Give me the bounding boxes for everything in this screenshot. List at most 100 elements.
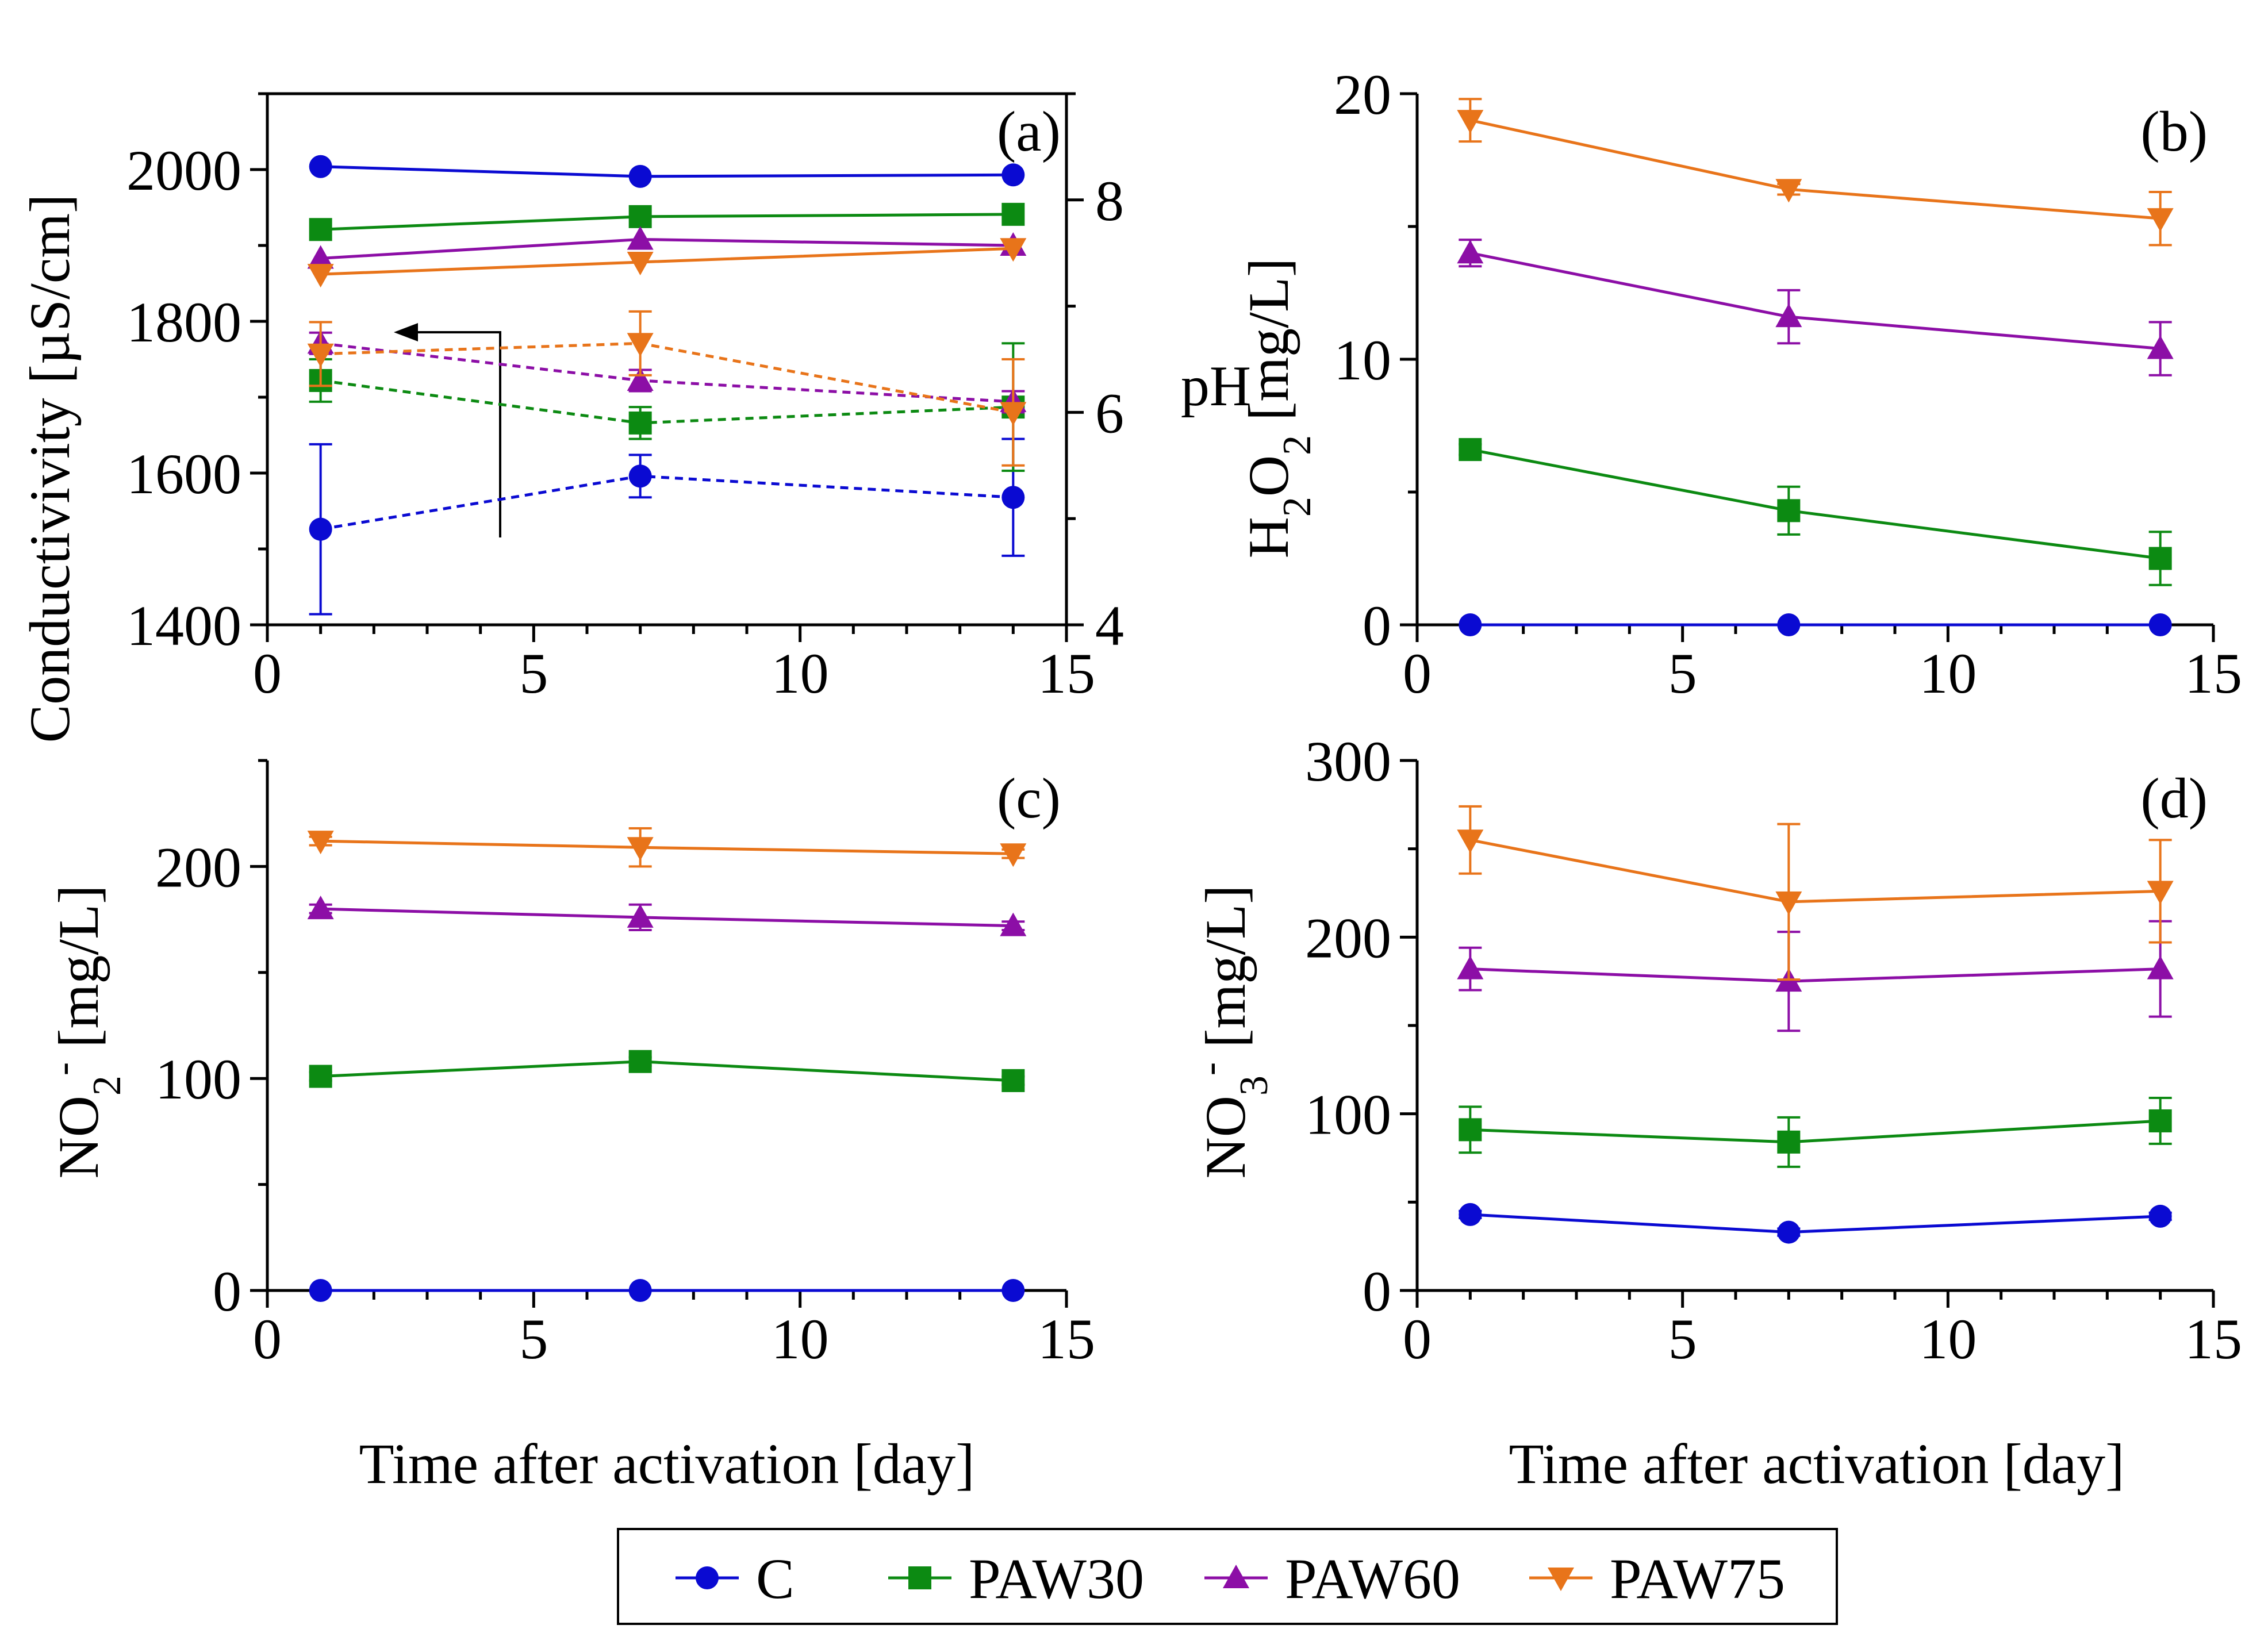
data-point (1777, 1130, 1801, 1154)
data-point (627, 333, 654, 357)
panel-c-series-paw30 (309, 1050, 1025, 1092)
data-point (1459, 1203, 1482, 1226)
panel-a-y2tick-label: 8 (1095, 169, 1124, 233)
panel-b-ytick-label: 0 (1363, 594, 1391, 658)
legend-marker (696, 1566, 719, 1589)
panel-d-ytick-label: 300 (1305, 729, 1391, 793)
panel-a-series-paw30 (309, 202, 1025, 241)
data-point (2147, 881, 2174, 905)
panel-a-tag: (a) (997, 99, 1061, 163)
data-point (1457, 829, 1484, 854)
panel-a-series-paw75-ph (307, 310, 1027, 467)
panel-b-tag: (b) (2140, 99, 2208, 163)
data-point (2147, 335, 2174, 359)
data-point (628, 205, 652, 228)
legend-item-c: C (676, 1547, 795, 1611)
legend-item-paw30: PAW30 (888, 1547, 1144, 1611)
panel-b-ytick-label: 10 (1334, 328, 1391, 392)
panel-a-ytick-label: 1400 (126, 594, 241, 658)
data-point (1001, 1069, 1025, 1092)
data-point (307, 896, 334, 920)
panel-a-series-paw75 (307, 238, 1027, 288)
panel-d-xtick-label: 10 (1919, 1307, 1977, 1371)
data-point (309, 1279, 332, 1302)
data-point (627, 226, 654, 250)
data-point (2148, 1204, 2172, 1228)
data-point (627, 837, 654, 861)
panel-d-xtick-label: 0 (1403, 1307, 1432, 1371)
data-point (1777, 499, 1801, 523)
data-point (1000, 402, 1027, 426)
panel-c-series-paw60 (307, 896, 1027, 936)
panel-b-series-c (1459, 613, 2172, 636)
panel-c-axes: 0 5 10 15 0 100 200 (155, 759, 1095, 1371)
panel-a-ytick-label: 1600 (126, 442, 241, 506)
data-point (1001, 486, 1025, 509)
legend-items: C PAW30 PAW60 PAW75 (676, 1547, 1785, 1611)
panel-d-series-paw30 (1459, 1097, 2172, 1168)
data-point (628, 164, 652, 188)
panel-d: (d) NO3- [mg/L] Time after activation [d… (1188, 729, 2243, 1496)
legend-marker (908, 1566, 931, 1589)
panel-a-xtick-label: 15 (1038, 641, 1095, 705)
data-point (1775, 304, 1802, 328)
data-point (2148, 1109, 2172, 1132)
panel-c-series-c (309, 1279, 1025, 1302)
data-point (1459, 613, 1482, 636)
legend-label: C (756, 1547, 795, 1611)
panel-b-series-paw75 (1457, 98, 2174, 247)
panel-b-xtick-label: 10 (1919, 641, 1977, 705)
panel-a-xtick-label: 10 (772, 641, 829, 705)
data-point (307, 831, 334, 855)
panel-d-tag: (d) (2140, 766, 2208, 830)
panel-b-xtick-label: 15 (2185, 641, 2242, 705)
panel-a-ylabel: Conductivivity [µS/cm] (18, 194, 82, 743)
panel-c-ytick-label: 200 (155, 835, 241, 899)
data-point (1001, 163, 1025, 187)
panel-d-xtick-label: 5 (1668, 1307, 1697, 1371)
panel-d-ytick-label: 0 (1363, 1259, 1391, 1323)
data-point (2148, 613, 2172, 636)
panel-a-ytick-label: 2000 (126, 139, 241, 202)
panel-a-axes: 0 5 10 15 1400 1600 1800 2000 4 6 8 (126, 92, 1124, 705)
panel-a-marks (307, 155, 1027, 616)
legend-item-paw60: PAW60 (1204, 1547, 1460, 1611)
legend: C PAW30 PAW60 PAW75 (617, 1528, 1838, 1625)
data-point (1459, 438, 1482, 462)
panel-a-y2label: pH (1181, 354, 1251, 418)
panel-b-marks (1457, 98, 2174, 636)
data-point (309, 155, 332, 178)
panel-c-marks (307, 827, 1027, 1302)
data-point (1775, 179, 1802, 203)
legend-label: PAW60 (1285, 1547, 1460, 1611)
panel-b-series-paw30 (1459, 438, 2172, 586)
data-point (307, 264, 334, 288)
panel-d-ytick-label: 100 (1305, 1083, 1391, 1147)
data-point (628, 1050, 652, 1073)
data-point (1000, 912, 1027, 936)
left-axis-arrow (394, 323, 501, 537)
panel-d-marks (1457, 805, 2174, 1244)
data-point (628, 411, 652, 435)
data-point (2148, 547, 2172, 570)
data-point (309, 1065, 332, 1088)
legend-label: PAW30 (969, 1547, 1144, 1611)
panel-c-ytick-label: 100 (155, 1047, 241, 1111)
data-point (1001, 202, 1025, 226)
data-point (307, 245, 334, 269)
data-point (309, 517, 332, 541)
panel-c-xlabel: Time after activation [day] (359, 1432, 975, 1496)
panel-b-ytick-label: 20 (1334, 63, 1391, 126)
data-point (1000, 843, 1027, 867)
panel-c-series-paw75 (307, 827, 1027, 868)
data-point (1777, 613, 1801, 636)
panel-d-xtick-label: 15 (2185, 1307, 2242, 1371)
panel-b-xtick-label: 0 (1403, 641, 1432, 705)
data-point (627, 367, 654, 391)
panel-a-series-c (309, 155, 1025, 188)
data-point (628, 1279, 652, 1302)
legend-marker (1223, 1565, 1249, 1588)
data-point (627, 252, 654, 276)
